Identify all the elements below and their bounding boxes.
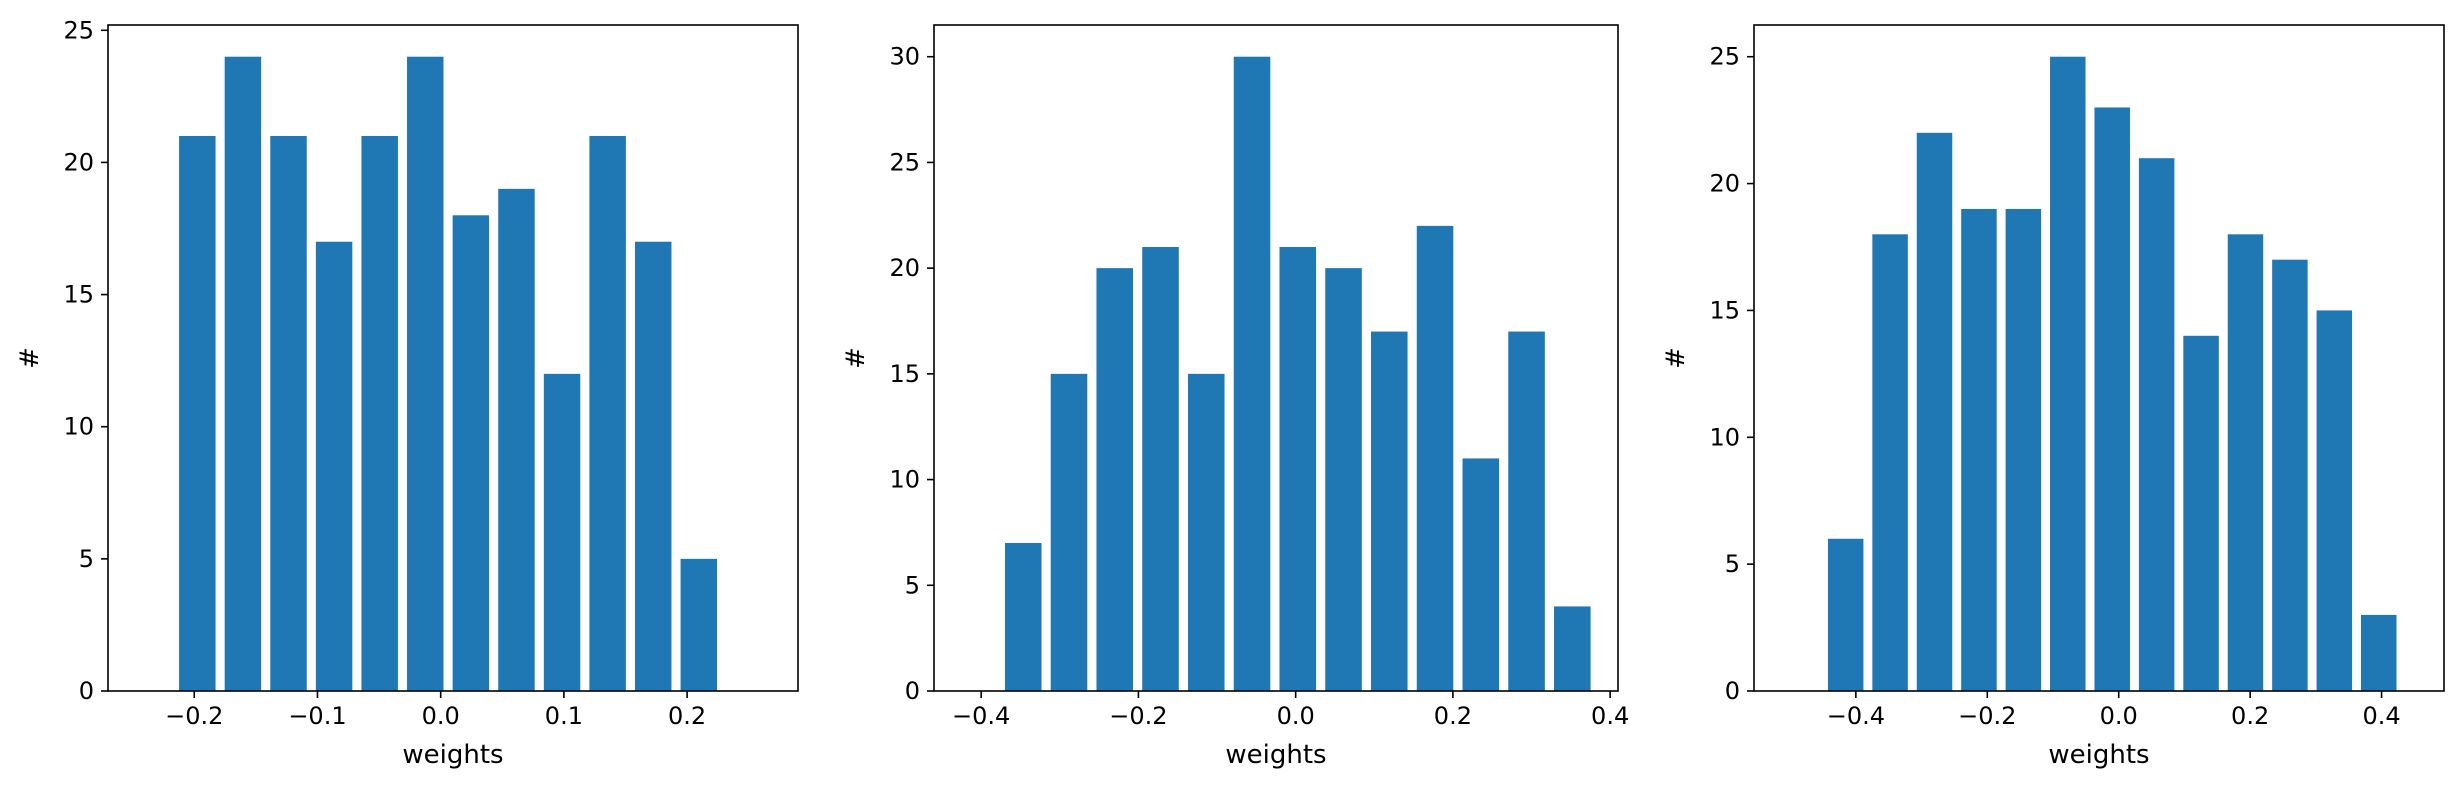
x-tick-label: −0.2: [1958, 702, 2016, 730]
bar: [2005, 208, 2042, 691]
x-tick-label: −0.1: [288, 702, 346, 730]
chart-panel-2: −0.4 −0.2 0.0 0.2 0.4 0 5 10 15 20 25 30 weights #: [841, 24, 1629, 770]
bar: [543, 373, 581, 691]
axes-frame: [1753, 24, 2445, 692]
bar: [224, 56, 262, 691]
bar: [1142, 247, 1179, 691]
x-tick-label: 0.1: [545, 702, 583, 730]
chart-panel-3: −0.4 −0.2 0.0 0.2 0.4 0 5 10 15 20 25 weights #: [1661, 24, 2445, 770]
y-tick-label: 15: [1709, 296, 1740, 324]
bar: [2361, 614, 2397, 691]
x-tick-label: −0.4: [952, 702, 1010, 730]
x-tick-label: 0.0: [1277, 702, 1315, 730]
bar: [1508, 331, 1545, 691]
bar: [498, 188, 535, 692]
bar: [1233, 56, 1271, 691]
x-tick-label: 0.2: [668, 702, 706, 730]
y-tick-label: 0: [79, 677, 94, 705]
bar: [2094, 107, 2130, 691]
bar: [1187, 373, 1225, 691]
bar: [452, 215, 490, 692]
x-tick-label: 0.2: [1434, 702, 1472, 730]
bar: [1004, 543, 1042, 691]
bar: [1050, 373, 1088, 691]
bar: [1279, 247, 1317, 691]
y-tick-label: 30: [889, 43, 920, 71]
x-axis-label: weights: [402, 740, 503, 770]
bar: [1961, 208, 1997, 691]
chart-panel-1: −0.2 −0.1 0.0 0.1 0.2 0 5 10 15 20 25 weights #: [15, 16, 799, 770]
y-tick-label: 25: [889, 148, 920, 176]
y-tick-label: 20: [63, 148, 94, 176]
bar: [2183, 335, 2219, 691]
bar: [1462, 458, 1500, 691]
y-tick-label: 20: [1709, 170, 1740, 198]
bar: [589, 136, 626, 691]
x-tick-label: 0.2: [2231, 702, 2269, 730]
y-tick-label: 5: [1725, 550, 1740, 578]
bar: [361, 136, 398, 691]
axes-frame: [933, 24, 1619, 692]
bar: [1554, 606, 1591, 691]
y-axis-label: #: [15, 347, 45, 369]
y-tick-label: 0: [1725, 677, 1740, 705]
y-axis-label: #: [841, 347, 871, 369]
bar: [634, 241, 672, 691]
bar: [1371, 331, 1408, 691]
x-tick-label: −0.4: [1827, 702, 1885, 730]
y-axis-label: #: [1661, 347, 1691, 369]
bar: [2272, 259, 2308, 691]
bar: [270, 136, 307, 691]
bar: [1416, 225, 1454, 692]
bar: [1872, 234, 1908, 691]
y-tick-label: 25: [63, 16, 94, 44]
bar: [680, 558, 718, 691]
y-tick-label: 15: [63, 281, 94, 309]
y-tick-label: 5: [905, 571, 920, 599]
x-tick-label: −0.2: [165, 702, 223, 730]
y-tick-label: 10: [889, 466, 920, 494]
y-tick-label: 0: [905, 677, 920, 705]
x-tick-label: 0.0: [2100, 702, 2138, 730]
y-tick-label: 10: [1709, 423, 1740, 451]
x-axis-label: weights: [1225, 740, 1326, 770]
bar: [1827, 538, 1864, 691]
x-tick-label: 0.4: [1591, 702, 1629, 730]
bar: [1325, 268, 1362, 691]
bar: [2227, 234, 2264, 691]
y-tick-label: 25: [1709, 43, 1740, 71]
bar: [1916, 132, 1953, 691]
bar: [2050, 56, 2086, 691]
bar: [315, 241, 353, 691]
bar: [1096, 268, 1134, 691]
x-tick-label: 0.0: [422, 702, 460, 730]
x-axis-label: weights: [2048, 740, 2149, 770]
bar: [179, 136, 216, 691]
x-tick-label: 0.4: [2362, 702, 2400, 730]
bar: [2138, 158, 2175, 691]
x-tick-label: −0.2: [1109, 702, 1167, 730]
y-tick-label: 10: [63, 413, 94, 441]
y-tick-label: 15: [889, 360, 920, 388]
bar: [407, 56, 444, 691]
bar: [2316, 310, 2353, 691]
y-tick-label: 20: [889, 254, 920, 282]
axes-frame: [107, 24, 799, 692]
y-tick-label: 5: [79, 545, 94, 573]
